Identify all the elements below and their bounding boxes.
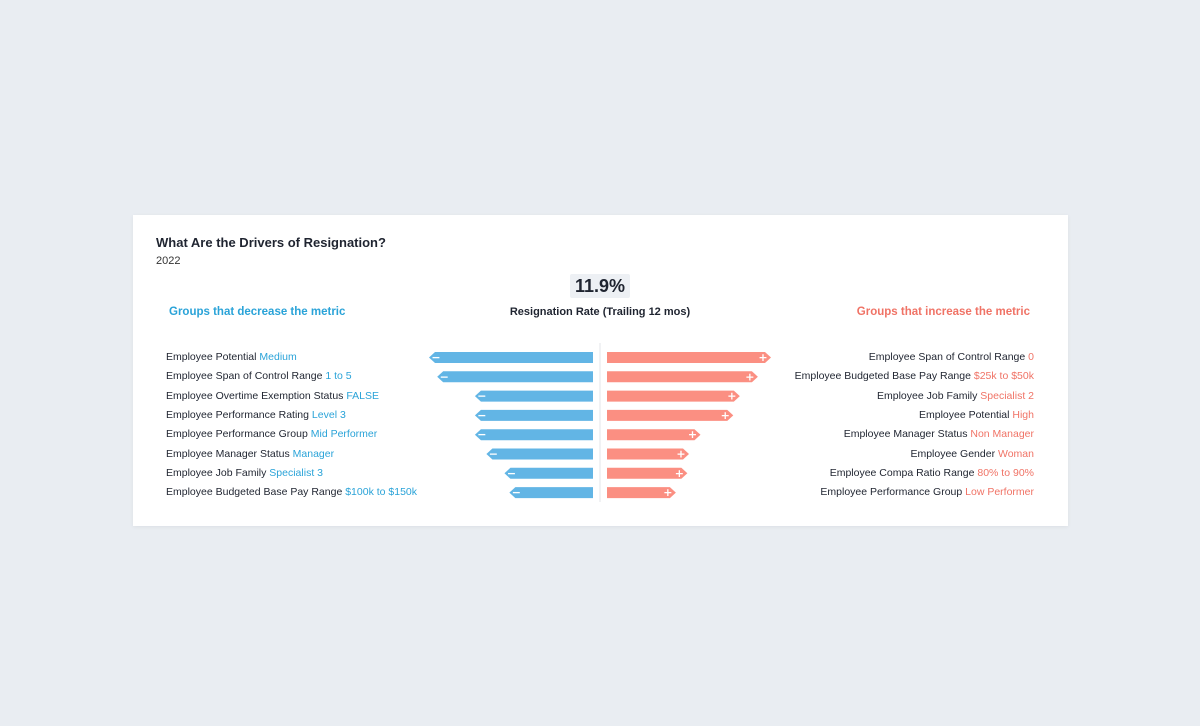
driver-value: Manager	[292, 447, 335, 460]
minus-icon: −	[512, 486, 521, 499]
driver-field: Employee Potential	[918, 408, 1010, 421]
increase-driver-label: Employee Manager Status Non Manager	[844, 427, 1034, 441]
plus-icon: +	[745, 370, 754, 383]
increase-bar[interactable]	[607, 352, 771, 363]
minus-icon: −	[489, 448, 498, 461]
driver-field: Employee Span of Control Range	[868, 351, 1026, 363]
decrease-driver-label: Employee Manager Status Manager	[166, 447, 334, 461]
minus-icon: −	[477, 428, 486, 441]
card-title: What Are the Drivers of Resignation?	[156, 235, 386, 250]
decrease-driver-label: Employee Performance Group Mid Performer	[166, 427, 377, 441]
driver-field: Employee Job Family	[166, 466, 267, 479]
metric-value: 11.9%	[570, 274, 630, 298]
driver-value: Specialist 2	[980, 389, 1034, 402]
plus-icon: +	[688, 428, 697, 441]
decrease-bar[interactable]	[429, 352, 593, 363]
increase-driver-label: Employee Span of Control Range 0	[869, 350, 1034, 364]
increase-driver-label: Employee Performance Group Low Performer	[820, 485, 1034, 499]
decrease-driver-label: Employee Budgeted Base Pay Range $100k t…	[166, 485, 417, 499]
driver-field: Employee Budgeted Base Pay Range	[794, 370, 971, 383]
driver-value: High	[1012, 408, 1034, 421]
driver-value: FALSE	[346, 389, 380, 402]
driver-value: 80% to 90%	[977, 466, 1034, 479]
increase-driver-label: Employee Job Family Specialist 2	[877, 389, 1034, 403]
driver-field: Employee Job Family	[877, 389, 978, 402]
driver-field: Employee Gender	[910, 447, 996, 460]
decrease-bar[interactable]	[504, 467, 593, 479]
increase-bar[interactable]	[607, 429, 701, 441]
decrease-driver-label: Employee Potential Medium	[166, 350, 297, 364]
driver-field: Employee Compa Ratio Range	[829, 466, 975, 479]
plus-icon: +	[675, 467, 684, 480]
driver-value: Non Manager	[970, 428, 1034, 441]
driver-value: Woman	[998, 447, 1034, 460]
driver-field: Employee Performance Group	[166, 428, 308, 441]
increase-bar[interactable]	[607, 371, 758, 383]
decrease-bar[interactable]	[474, 409, 593, 421]
driver-field: Employee Span of Control Range	[166, 370, 323, 383]
plus-icon: +	[727, 390, 736, 403]
driver-value: $25k to $50k	[973, 370, 1034, 383]
decrease-driver-label: Employee Span of Control Range 1 to 5	[166, 369, 352, 383]
driver-field: Employee Potential	[166, 351, 257, 363]
decrease-driver-label: Employee Overtime Exemption Status FALSE	[166, 389, 379, 403]
increase-bar[interactable]	[607, 390, 740, 402]
decrease-group-heading: Groups that decrease the metric	[169, 306, 346, 318]
driver-field: Employee Budgeted Base Pay Range	[166, 486, 343, 499]
minus-icon: −	[431, 351, 440, 364]
decrease-bar[interactable]	[437, 371, 593, 383]
increase-driver-label: Employee Gender Woman	[910, 447, 1034, 461]
plus-icon: +	[663, 486, 672, 499]
increase-bar[interactable]	[607, 487, 676, 499]
drivers-card: What Are the Drivers of Resignation? 202…	[133, 215, 1068, 526]
driver-field: Employee Performance Rating	[166, 408, 309, 421]
increase-bar[interactable]	[607, 448, 689, 460]
decrease-bar[interactable]	[474, 429, 593, 441]
minus-icon: −	[440, 370, 449, 383]
driver-value: Low Performer	[965, 486, 1034, 499]
driver-field: Employee Performance Group	[820, 486, 963, 499]
driver-value: Medium	[259, 351, 297, 363]
card-subtitle: 2022	[156, 255, 181, 267]
metric-label: Resignation Rate (Trailing 12 mos)	[509, 306, 691, 318]
increase-bar[interactable]	[607, 409, 734, 421]
driver-value: $100k to $150k	[345, 486, 418, 499]
decrease-bar[interactable]	[474, 390, 593, 402]
decrease-bar[interactable]	[509, 487, 593, 499]
decrease-driver-label: Employee Performance Rating Level 3	[166, 408, 346, 422]
driver-value: Mid Performer	[310, 428, 378, 441]
increase-bar[interactable]	[607, 467, 688, 479]
driver-value: Level 3	[311, 408, 346, 421]
driver-value: 0	[1028, 351, 1034, 363]
increase-group-heading: Groups that increase the metric	[856, 306, 1030, 318]
decrease-driver-label: Employee Job Family Specialist 3	[166, 466, 323, 480]
minus-icon: −	[477, 409, 486, 422]
minus-icon: −	[477, 390, 486, 403]
decrease-bar[interactable]	[486, 448, 593, 460]
plus-icon: +	[758, 351, 767, 364]
increase-driver-label: Employee Compa Ratio Range 80% to 90%	[830, 466, 1034, 480]
minus-icon: −	[507, 467, 516, 480]
increase-driver-label: Employee Budgeted Base Pay Range $25k to…	[795, 369, 1034, 383]
increase-driver-label: Employee Potential High	[919, 408, 1034, 422]
driver-field: Employee Overtime Exemption Status	[166, 389, 344, 402]
driver-field: Employee Manager Status	[166, 447, 290, 460]
driver-chart: −−−−−−−−++++++++	[429, 343, 771, 502]
plus-icon: +	[721, 409, 730, 422]
driver-value: Specialist 3	[269, 466, 323, 479]
driver-field: Employee Manager Status	[843, 428, 968, 441]
plus-icon: +	[676, 448, 685, 461]
driver-value: 1 to 5	[325, 370, 352, 383]
